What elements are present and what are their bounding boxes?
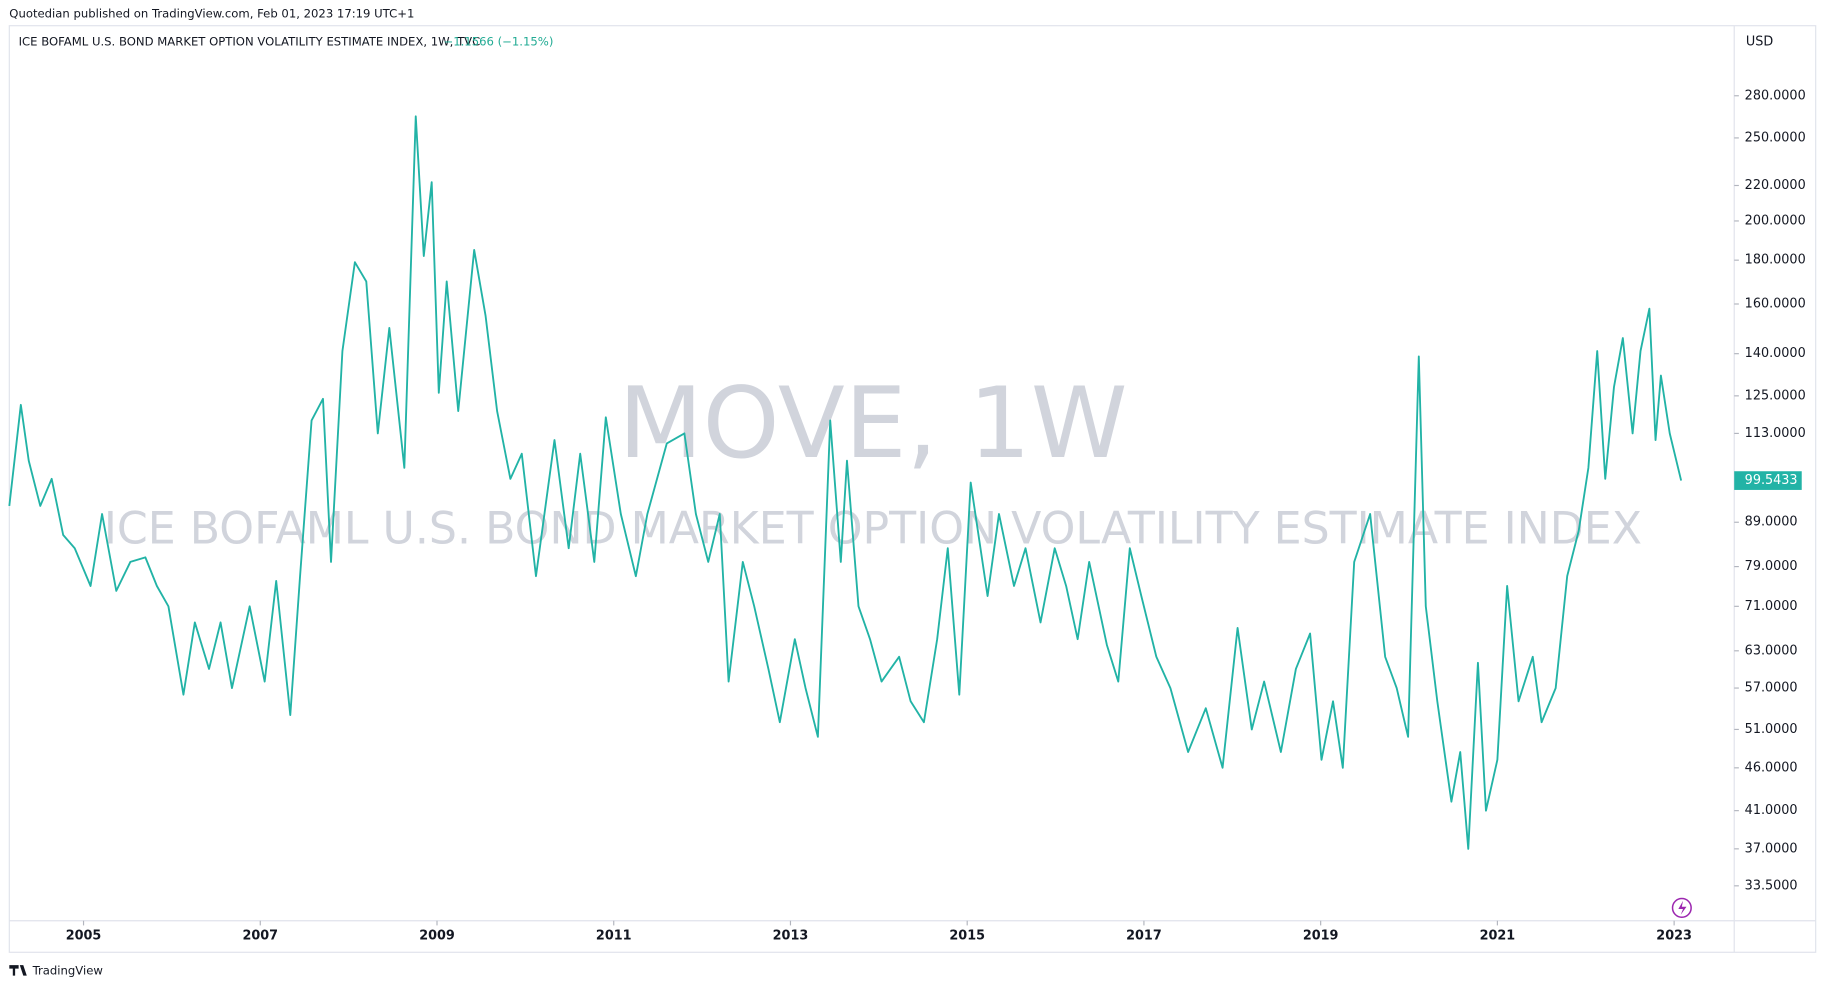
last-price-box	[1734, 471, 1802, 490]
y-tick-label: 180.0000	[1745, 253, 1806, 268]
x-tick-label: 2009	[419, 928, 455, 943]
y-tick-label: 250.0000	[1745, 130, 1806, 145]
frame	[8, 25, 1817, 953]
y-tick-label: 41.0000	[1745, 803, 1798, 818]
chart-title: ICE BOFAML U.S. BOND MARKET OPTION VOLAT…	[19, 35, 481, 49]
x-tick-label: 2015	[949, 928, 985, 943]
y-tick-label: 79.0000	[1745, 559, 1798, 574]
last-price-label: 99.5433	[1745, 473, 1798, 488]
x-tick-label: 2007	[242, 928, 278, 943]
y-tick-label: 37.0000	[1745, 841, 1798, 856]
x-tick-label: 2013	[773, 928, 809, 943]
brand-logo	[9, 965, 27, 976]
event-icon[interactable]	[1671, 897, 1692, 918]
y-tick-label: 57.0000	[1745, 681, 1798, 696]
brand: TradingView	[32, 963, 104, 977]
x-tick-label: 2005	[66, 928, 102, 943]
x-tick-label: 2023	[1656, 928, 1692, 943]
y-tick-label: 33.5000	[1745, 878, 1798, 893]
y-tick-label: 280.0000	[1745, 88, 1806, 103]
x-tick-label: 2017	[1126, 928, 1162, 943]
x-tick-label: 2019	[1303, 928, 1339, 943]
change: −1.1566 (−1.15%)	[443, 35, 553, 49]
y-tick-label: 160.0000	[1745, 296, 1806, 311]
y-tick-label: 220.0000	[1745, 178, 1806, 193]
series-line	[8, 115, 1683, 850]
y-tick-label: 63.0000	[1745, 643, 1798, 658]
event-icon-bolt	[1678, 900, 1687, 915]
y-tick-label: 71.0000	[1745, 599, 1798, 614]
y-tick-label: 200.0000	[1745, 213, 1806, 228]
publisher: Quotedian published on TradingView.com, …	[9, 7, 414, 21]
y-tick-label: 89.0000	[1745, 515, 1798, 530]
y-tick-label: 113.0000	[1745, 426, 1806, 441]
y-tick-label: 125.0000	[1745, 388, 1806, 403]
currency: USD	[1746, 35, 1773, 50]
watermark: MOVE, 1W	[618, 367, 1127, 481]
y-tick-label: 46.0000	[1745, 760, 1798, 775]
x-tick-label: 2011	[596, 928, 632, 943]
watermark-subtitle: ICE BOFAML U.S. BOND MARKET OPTION VOLAT…	[104, 504, 1642, 555]
x-tick-label: 2021	[1480, 928, 1516, 943]
y-tick-label: 51.0000	[1745, 722, 1798, 737]
y-tick-label: 140.0000	[1745, 346, 1806, 361]
